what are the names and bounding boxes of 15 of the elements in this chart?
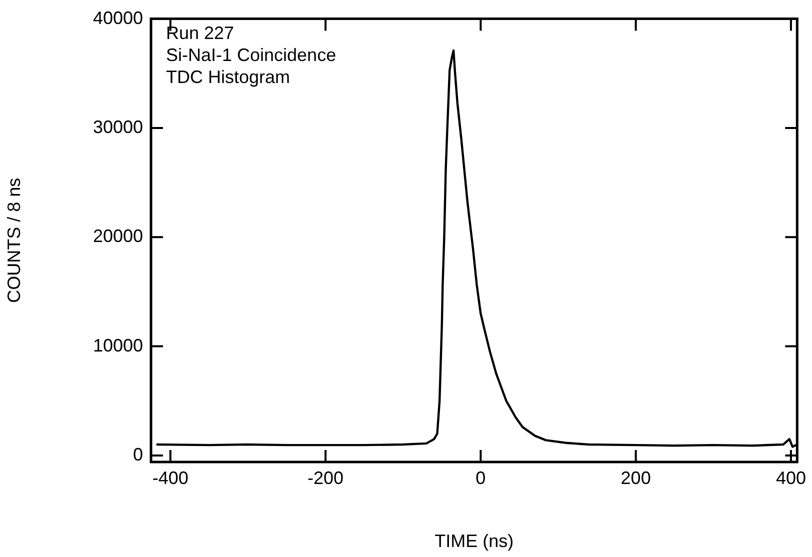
x-tick-label: 200 <box>620 468 651 488</box>
annotation: Si-NaI-1 Coincidence <box>166 44 336 65</box>
x-tick-label: 0 <box>476 468 486 488</box>
x-tick-label: -400 <box>152 468 188 488</box>
y-axis-title: COUNTS / 8 ns <box>4 178 24 303</box>
y-tick-label: 10000 <box>92 335 143 356</box>
annotation: Run 227 <box>166 22 234 43</box>
x-tick-label: 400 <box>776 468 806 488</box>
y-tick-label: 20000 <box>92 226 143 246</box>
y-tick-label: 30000 <box>92 116 143 137</box>
x-tick-label: -200 <box>308 468 344 488</box>
y-tick-label: 40000 <box>92 8 143 28</box>
y-tick-label: 0 <box>132 444 143 464</box>
x-axis-title: TIME (ns) <box>434 531 514 552</box>
annotation: TDC Histogram <box>166 66 290 87</box>
